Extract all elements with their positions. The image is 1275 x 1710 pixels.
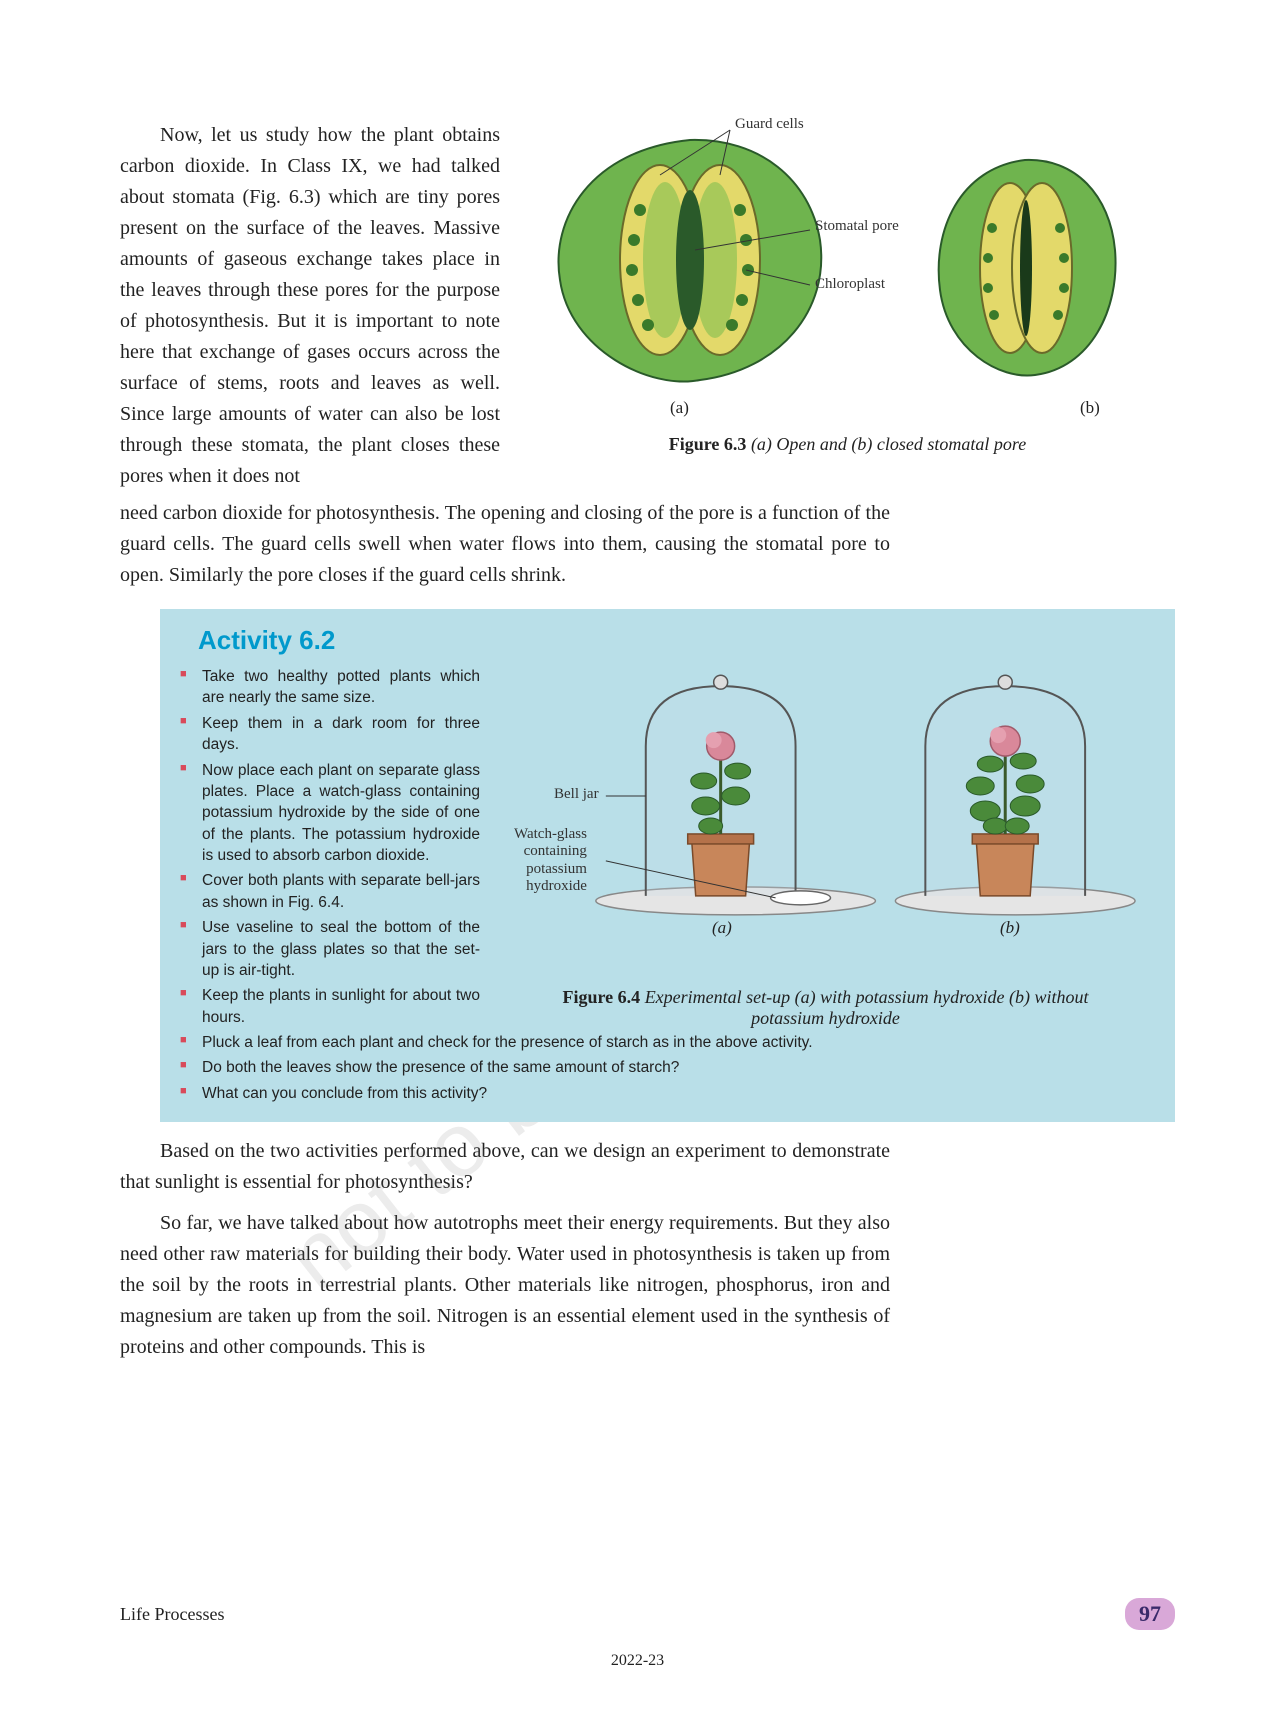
list-item: Keep them in a dark room for three days. [180,713,480,756]
chapter-name: Life Processes [120,1604,224,1625]
list-item: Cover both plants with separate bell-jar… [180,870,480,913]
list-item: Keep the plants in sunlight for about tw… [180,985,480,1028]
page-number: 97 [1125,1598,1175,1630]
year-footer: 2022-23 [0,1652,1275,1670]
figure-6-4-svg [496,666,1155,946]
list-item: Now place each plant on separate glass p… [180,760,480,867]
list-item: Take two healthy potted plants which are… [180,666,480,709]
figure-6-4: Bell jar Watch-glass containing potassiu… [496,666,1155,1032]
figure-6-3-caption: Figure 6.3 (a) Open and (b) closed stoma… [520,434,1175,455]
stoma-open-svg [530,120,850,400]
paragraph-1-first: Now, let us study how the plant obtains … [120,120,500,492]
activity-title: Activity 6.2 [180,623,353,658]
label-fig64-b: (b) [1000,918,1020,938]
label-watch-glass: Watch-glass containing potassium hydroxi… [514,826,587,895]
stoma-closed-svg [920,150,1130,390]
activity-list-left: Take two healthy potted plants which are… [180,666,480,1032]
list-item: Pluck a leaf from each plant and check f… [180,1032,1155,1053]
activity-list-full: Pluck a leaf from each plant and check f… [180,1032,1155,1104]
paragraph-2: Based on the two activities performed ab… [120,1136,890,1198]
activity-6-2: Activity 6.2 Take two healthy potted pla… [160,609,1175,1122]
label-stomatal-pore: Stomatal pore [815,218,899,235]
page-footer: Life Processes 97 [120,1598,1175,1630]
figure-6-4-caption: Figure 6.4 Experimental set-up (a) with … [496,987,1155,1029]
paragraph-1-cont: need carbon dioxide for photosynthesis. … [120,498,890,591]
paragraph-3: So far, we have talked about how autotro… [120,1208,890,1363]
label-fig64-a: (a) [712,918,732,938]
figure-6-3: Guard cells Stomatal pore Chloroplast (a… [520,120,1175,430]
label-fig63-b: (b) [1080,398,1100,418]
label-fig63-a: (a) [670,398,689,418]
label-bell-jar: Bell jar [554,786,599,803]
list-item: Do both the leaves show the presence of … [180,1057,1155,1078]
list-item: Use vaseline to seal the bottom of the j… [180,917,480,981]
label-guard-cells: Guard cells [735,116,804,133]
list-item: What can you conclude from this activity… [180,1083,1155,1104]
label-chloroplast: Chloroplast [815,276,885,293]
